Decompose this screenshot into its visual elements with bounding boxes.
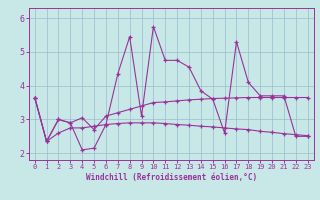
X-axis label: Windchill (Refroidissement éolien,°C): Windchill (Refroidissement éolien,°C)	[86, 173, 257, 182]
